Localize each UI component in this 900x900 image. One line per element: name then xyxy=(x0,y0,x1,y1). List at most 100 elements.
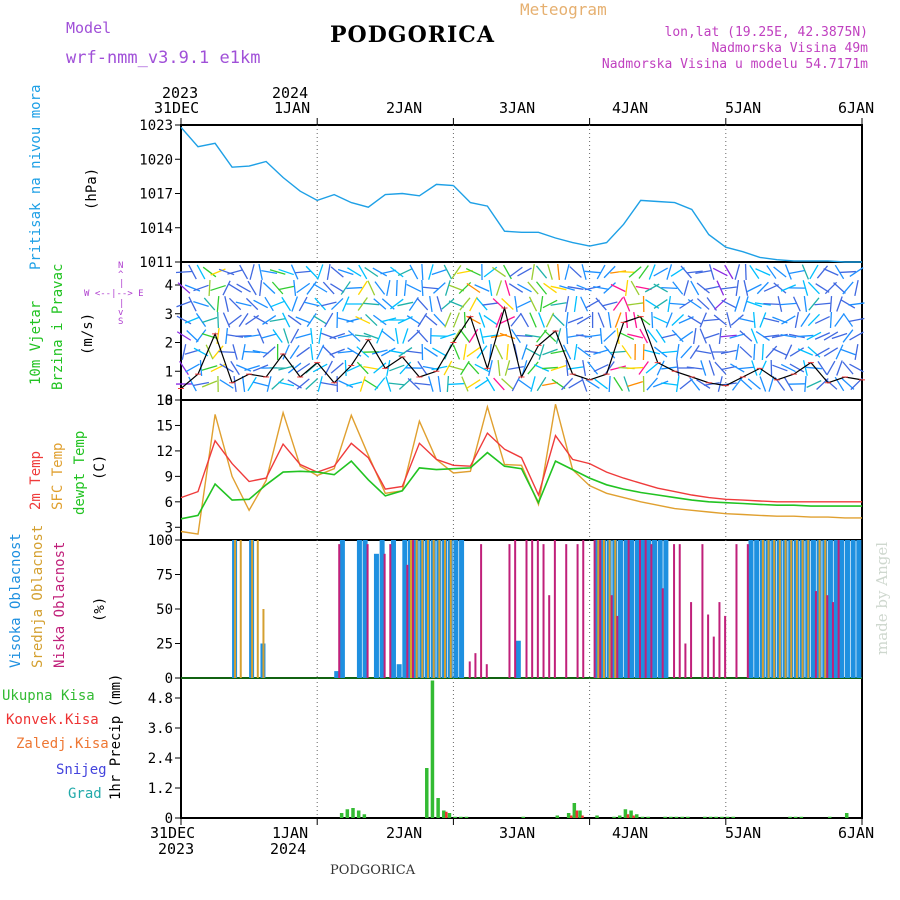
cloud-bar-mid xyxy=(608,540,611,678)
wind-barb xyxy=(201,316,218,324)
wind-barb xyxy=(814,315,830,325)
page-title: PODGORICA xyxy=(330,22,495,48)
wind-barb xyxy=(773,266,787,278)
temp-2m-line xyxy=(180,431,862,503)
wind-barb xyxy=(249,264,255,280)
cloud-low-title: Niska Oblacnost xyxy=(52,541,68,668)
bottom-tick-2: 2JAN xyxy=(386,824,423,842)
wind-barb xyxy=(337,317,354,323)
wind-barb xyxy=(476,345,488,359)
wind-barb xyxy=(576,315,592,325)
wind-barb xyxy=(610,270,627,274)
cloud-bar-low xyxy=(684,643,687,678)
wind-barb xyxy=(446,375,450,393)
wind-barb xyxy=(330,283,345,293)
wind-barb xyxy=(356,346,370,358)
wind-barb xyxy=(538,344,545,360)
temp-2m-title: 2m Temp xyxy=(28,450,44,510)
wind-barb xyxy=(490,333,507,339)
wind-barb xyxy=(511,328,521,344)
wind-barb xyxy=(618,366,635,370)
wind-barb xyxy=(287,379,302,389)
wind-barb xyxy=(219,379,234,389)
wind-ytick-label: 0 xyxy=(165,393,173,409)
bottom-tick-5: 5JAN xyxy=(725,824,762,842)
wind-subtitle: Brzina i Pravac xyxy=(50,263,66,390)
precip-ytick-label: 4.8 xyxy=(148,691,173,707)
cloud-bar-high xyxy=(447,540,453,678)
cloud-bar-high xyxy=(362,540,368,678)
wind-barb xyxy=(278,365,295,371)
cloud-bar-mid xyxy=(767,540,770,678)
wind-barb xyxy=(253,299,268,309)
cloud-bar-low xyxy=(610,595,613,678)
wind-barb xyxy=(772,316,788,324)
cloud-bar-mid xyxy=(818,540,821,678)
cloud-bar-mid xyxy=(602,540,605,678)
wind-barb xyxy=(648,264,656,280)
wind-barb xyxy=(310,327,314,345)
wind-barb xyxy=(720,286,737,290)
elevation-label: Nadmorska Visina 49m xyxy=(711,41,868,56)
wind-barb xyxy=(227,334,244,338)
cloud-bar-low xyxy=(480,544,483,678)
wind-barb xyxy=(720,349,737,355)
wind-barb xyxy=(305,265,318,279)
wind-barb xyxy=(699,312,707,328)
precip-bar-total xyxy=(703,816,707,818)
wind-barb xyxy=(290,264,299,280)
wind-barb xyxy=(667,295,672,313)
cloud-bar-low xyxy=(599,540,602,678)
wind-barb xyxy=(580,376,588,392)
wind-barb xyxy=(784,264,792,280)
wind-barb xyxy=(193,301,209,307)
precip-bar-total xyxy=(612,816,616,818)
wind-barb xyxy=(466,346,481,358)
wind-barb xyxy=(441,298,455,310)
top-tick-4: 4JAN xyxy=(612,99,649,117)
wind-barb xyxy=(614,312,622,328)
cloud-bar-high xyxy=(617,540,623,678)
compass-north: N xyxy=(118,261,124,271)
precip-bar-total xyxy=(566,813,571,818)
wind-title: 10m Vjetar xyxy=(28,300,44,385)
wind-barb xyxy=(577,346,591,358)
bottom-tick-6: 6JAN xyxy=(838,824,875,842)
cloud-bar-high xyxy=(810,540,816,678)
cloud-bar-low xyxy=(673,544,676,678)
wind-barb xyxy=(363,332,379,340)
temp-ytick-label: 15 xyxy=(156,418,173,434)
wind-barb xyxy=(735,279,740,297)
wind-barb xyxy=(656,360,665,376)
wind-barb xyxy=(451,265,462,279)
wind-barb xyxy=(708,360,715,376)
wind-barb xyxy=(696,282,710,294)
wind-barb xyxy=(755,331,770,341)
wind-barb xyxy=(703,285,720,291)
wind-barb xyxy=(806,380,822,388)
cloud-bar-low xyxy=(644,540,647,678)
wind-barb xyxy=(217,311,220,329)
wind-barb xyxy=(766,265,777,279)
precip-legend-conv: Konvek.Kisa xyxy=(6,712,99,728)
wind-barb xyxy=(780,334,797,338)
wind-barb xyxy=(603,282,616,294)
wind-barb xyxy=(357,297,368,311)
wind-barb xyxy=(816,378,829,390)
cloud-bar-low xyxy=(831,602,834,678)
cloud-bar-low xyxy=(837,540,840,678)
precip-bar-total xyxy=(731,816,735,818)
wind-barb xyxy=(807,346,821,358)
bottom-date-left: 31DEC xyxy=(150,824,196,842)
wind-barb xyxy=(576,284,592,292)
wind-barb xyxy=(565,327,569,345)
wind-barb xyxy=(466,282,481,294)
wind-barb xyxy=(517,378,532,390)
wind-barb xyxy=(459,297,471,311)
wind-barb xyxy=(784,344,793,360)
wind-barb xyxy=(628,266,642,278)
wind-barb xyxy=(842,281,854,295)
precip-bar-total xyxy=(629,810,633,818)
pressure-line xyxy=(180,126,862,263)
